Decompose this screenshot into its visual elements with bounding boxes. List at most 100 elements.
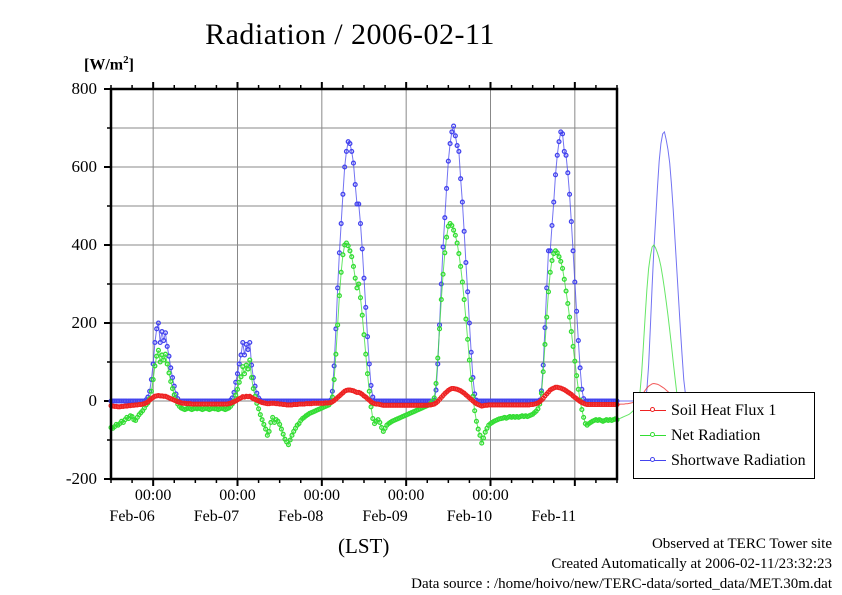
data-point (361, 275, 367, 281)
data-point (370, 394, 376, 400)
data-point (270, 414, 276, 420)
data-point (556, 254, 562, 260)
data-point (238, 374, 244, 380)
legend-label: Shortwave Radiation (671, 451, 806, 469)
data-point (370, 415, 376, 422)
data-point (442, 250, 448, 256)
data-point (458, 263, 464, 270)
footer-data-source: Data source : /home/hoivo/new/TERC-data/… (411, 576, 832, 592)
data-point (572, 279, 578, 285)
data-point (438, 281, 444, 287)
data-point (352, 182, 358, 188)
data-point (349, 148, 355, 154)
x-tick-time-label: 00:00 (303, 487, 341, 504)
x-tick-time-label: 00:00 (387, 487, 425, 504)
y-axis-unit-text: [W/m (84, 56, 124, 74)
x-tick-time-label: 00:00 (472, 487, 509, 504)
data-point (577, 365, 583, 371)
data-point (442, 215, 448, 221)
data-point (356, 281, 362, 287)
data-point (433, 387, 439, 393)
data-point (342, 164, 348, 170)
data-point (579, 407, 585, 413)
data-point (340, 191, 346, 197)
data-point (154, 353, 160, 359)
data-point (354, 285, 360, 291)
data-point (377, 419, 383, 426)
data-point (366, 388, 372, 394)
data-point (549, 222, 555, 229)
data-point (475, 426, 481, 432)
data-point (168, 365, 174, 371)
data-point (249, 362, 255, 368)
data-point (433, 380, 439, 387)
footer-observed-at: Observed at TERC Tower site (651, 536, 832, 552)
y-tick-label: 0 (88, 391, 98, 410)
data-point (463, 259, 469, 266)
data-point (280, 431, 286, 437)
data-point (249, 375, 255, 381)
legend-item[interactable]: Shortwave Radiation (640, 448, 806, 473)
data-point (570, 343, 576, 349)
x-tick-date-label: Feb-07 (193, 508, 240, 525)
data-point (352, 275, 358, 281)
data-point (234, 386, 241, 392)
data-point (461, 297, 467, 303)
legend-label: Soil Heat Flux 1 (671, 401, 777, 419)
data-point (535, 406, 541, 412)
data-point (565, 300, 571, 307)
data-point (247, 339, 253, 346)
data-point (556, 139, 562, 145)
data-point (466, 320, 472, 326)
data-point (261, 421, 267, 427)
data-point (554, 250, 560, 256)
data-point (164, 361, 170, 367)
data-point (436, 326, 443, 332)
legend-item[interactable]: Net Radiation (640, 423, 806, 448)
data-point (361, 332, 367, 338)
data-point (482, 429, 488, 435)
legend-item[interactable]: Soil Heat Flux 1 (640, 398, 806, 423)
data-point (575, 337, 581, 344)
data-point (461, 228, 467, 234)
data-point (338, 269, 344, 275)
x-tick-date-label: Feb-10 (446, 508, 493, 525)
data-point (447, 141, 453, 147)
data-point (162, 330, 169, 336)
data-point (575, 386, 581, 392)
data-point (340, 252, 346, 258)
data-point (154, 326, 160, 332)
data-point (289, 432, 295, 438)
data-point (263, 426, 269, 432)
data-point (454, 240, 460, 246)
data-point (440, 244, 446, 250)
data-point (245, 346, 251, 353)
data-point (287, 437, 293, 443)
data-point (256, 406, 262, 412)
data-point (363, 304, 369, 310)
data-point (545, 248, 552, 254)
data-point (563, 152, 569, 158)
data-point (574, 308, 580, 314)
data-point (359, 312, 365, 318)
y-tick-label: 200 (71, 313, 98, 332)
data-point (451, 227, 457, 233)
data-point (542, 325, 548, 331)
data-point (161, 337, 167, 344)
data-point (568, 329, 574, 335)
data-point (468, 349, 474, 355)
data-point (345, 243, 351, 249)
data-point (558, 258, 564, 264)
data-point (243, 362, 249, 368)
data-point (565, 170, 571, 176)
data-point (435, 355, 441, 361)
data-point (359, 246, 365, 252)
data-point (563, 288, 569, 294)
data-point (152, 339, 158, 346)
data-point (331, 363, 337, 369)
data-point (466, 357, 472, 363)
data-point (463, 316, 469, 322)
series-soil-heat-flux-1 (108, 382, 721, 410)
footer-created-at: Created Automatically at 2006-02-11/23:3… (551, 556, 832, 572)
